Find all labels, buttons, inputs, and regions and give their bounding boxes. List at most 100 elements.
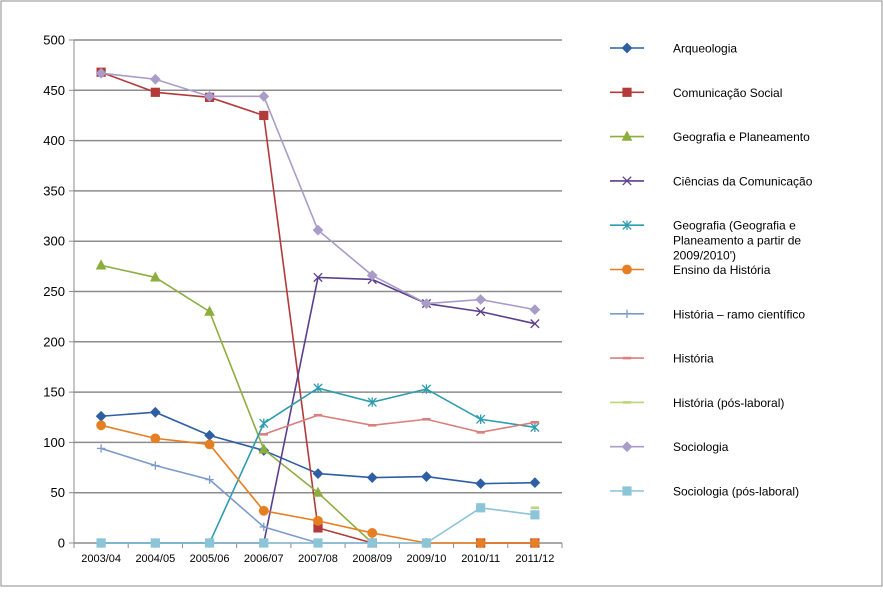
legend-entry-9: Sociologia — [610, 440, 729, 454]
data-point — [259, 522, 268, 532]
y-tick-label: 0 — [58, 536, 65, 551]
data-point — [95, 67, 107, 79]
data-point — [204, 305, 215, 316]
legend-marker — [622, 356, 632, 360]
data-point — [421, 538, 432, 548]
data-point — [151, 461, 160, 470]
y-axis: 0 50 100 150 200 250 300 350 400 450 500 — [43, 33, 75, 551]
series-8 — [530, 506, 540, 510]
y-tick-label: 200 — [43, 334, 65, 349]
legend-marker — [621, 441, 633, 453]
legend-label: Comunicação Social — [673, 86, 782, 100]
data-point — [421, 471, 432, 482]
legend-marker — [622, 309, 632, 318]
series-line — [100, 71, 373, 544]
legend-entry-4: Geografia (Geografia e Planeamento a part… — [610, 219, 801, 263]
x-tick-label: 2007/08 — [298, 553, 338, 565]
data-point — [530, 319, 540, 329]
data-point — [529, 477, 541, 489]
data-point — [96, 420, 107, 431]
x-tick-label: 2005/06 — [190, 553, 230, 565]
series-7 — [259, 413, 540, 436]
y-tick-label: 150 — [43, 385, 65, 400]
data-point — [421, 298, 432, 309]
data-point — [150, 433, 161, 444]
data-point — [367, 538, 377, 548]
data-point — [313, 538, 323, 548]
series-group — [95, 67, 541, 548]
data-point — [367, 397, 377, 407]
y-tick-label: 300 — [43, 234, 65, 249]
legend: Arqueologia Comunicação Social Geografia e… — [610, 42, 813, 499]
data-point — [150, 538, 160, 548]
data-point — [258, 505, 269, 516]
series-line — [263, 414, 536, 436]
legend-label: Geografia (Geografia e Planeamento a part… — [673, 219, 801, 263]
legend-marker — [622, 176, 632, 186]
data-point — [366, 472, 378, 483]
y-tick-label: 100 — [43, 435, 65, 450]
data-point — [150, 87, 160, 97]
data-point — [366, 270, 378, 281]
data-point — [530, 420, 540, 424]
legend-entry-10: Sociologia (pós-laboral) — [610, 485, 799, 499]
x-tick-label: 2004/05 — [135, 553, 175, 565]
legend-label: História — [673, 352, 714, 366]
data-point — [259, 110, 269, 121]
data-point — [313, 272, 323, 283]
legend-entry-1: Comunicação Social — [610, 86, 782, 100]
data-point — [476, 414, 486, 424]
data-point — [204, 90, 215, 102]
data-point — [368, 423, 377, 427]
x-tick-label: 2003/04 — [81, 553, 121, 565]
legend-marker — [622, 264, 632, 275]
legend-label: História – ramo científico — [673, 307, 805, 321]
data-point — [530, 506, 540, 510]
legend-label: Ciências da Comunicação — [673, 174, 813, 188]
legend-marker — [622, 401, 632, 404]
legend-label: Ensino da História — [673, 263, 771, 277]
data-point — [149, 271, 161, 282]
legend-entry-8: História (pós-laboral) — [610, 396, 784, 410]
legend-entry-6: História – ramo científico — [610, 307, 805, 321]
data-point — [149, 73, 161, 85]
data-point — [149, 406, 161, 418]
series-10 — [96, 503, 540, 548]
legend-marker — [622, 87, 632, 97]
x-tick-label: 2008/09 — [352, 553, 392, 565]
data-point — [475, 294, 487, 305]
y-tick-label: 50 — [51, 485, 65, 500]
data-point — [422, 417, 431, 421]
legend-marker — [622, 220, 632, 230]
data-point — [258, 90, 270, 102]
data-point — [96, 444, 106, 453]
data-point — [204, 439, 215, 450]
legend-entry-3: Ciências da Comunicação — [610, 174, 813, 188]
legend-label: Sociologia — [673, 440, 729, 454]
data-point — [313, 383, 323, 393]
y-tick-label: 500 — [43, 33, 65, 48]
data-point — [475, 538, 486, 548]
y-tick-label: 250 — [43, 284, 65, 299]
legend-entry-0: Arqueologia — [610, 42, 737, 56]
data-point — [421, 384, 432, 394]
legend-entry-2: Geografia e Planeamento — [610, 130, 810, 144]
data-point — [529, 304, 541, 315]
data-point — [530, 422, 540, 433]
x-tick-label: 2010/11 — [461, 553, 500, 565]
data-point — [259, 418, 269, 428]
legend-label: História (pós-laboral) — [673, 396, 784, 410]
x-tick-label: 2006/07 — [244, 553, 284, 565]
data-point — [367, 528, 378, 538]
data-point — [476, 431, 485, 434]
data-point — [313, 515, 323, 526]
data-point — [312, 486, 324, 497]
data-point — [312, 224, 324, 236]
legend-marker — [621, 130, 633, 141]
data-point — [259, 538, 269, 548]
series-line — [100, 264, 373, 544]
data-point — [529, 538, 540, 548]
